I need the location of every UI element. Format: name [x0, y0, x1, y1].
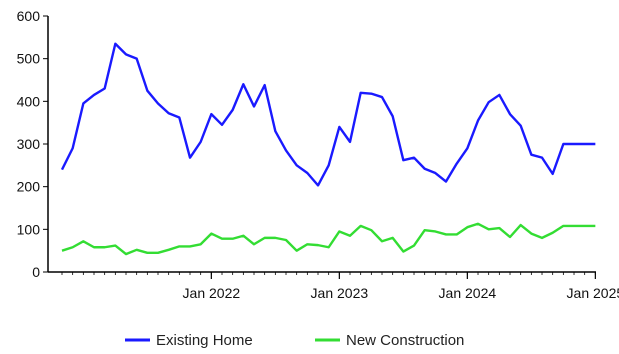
y-tick-label: 200	[17, 179, 41, 195]
series-line-new-construction	[61, 222, 596, 256]
y-axis-ticks: 0 100 200 300 400 500 600	[17, 8, 48, 280]
series-line-existing-home	[60, 42, 596, 187]
series-existing-home	[60, 42, 596, 187]
x-tick-label: Jan 2022	[183, 285, 241, 301]
series-layer	[60, 42, 596, 256]
y-tick-label: 500	[17, 51, 41, 67]
y-tick-label: 600	[17, 8, 41, 24]
y-tick-label: 100	[17, 221, 41, 237]
legend-label-existing-home: Existing Home	[156, 332, 253, 349]
x-tick-label: Jan 2024	[439, 285, 497, 301]
series-new-construction	[61, 222, 596, 256]
y-tick-label: 0	[32, 264, 40, 280]
legend-label-new-construction: New Construction	[346, 332, 464, 349]
legend: Existing Home New Construction	[125, 332, 464, 349]
x-tick-label: Jan 2023	[311, 285, 369, 301]
x-tick-label: Jan 2025	[567, 285, 619, 301]
y-tick-label: 300	[17, 136, 41, 152]
x-axis-ticks: Jan 2022 Jan 2023 Jan 2024 Jan 2025	[61, 272, 619, 301]
y-tick-label: 400	[17, 93, 41, 109]
